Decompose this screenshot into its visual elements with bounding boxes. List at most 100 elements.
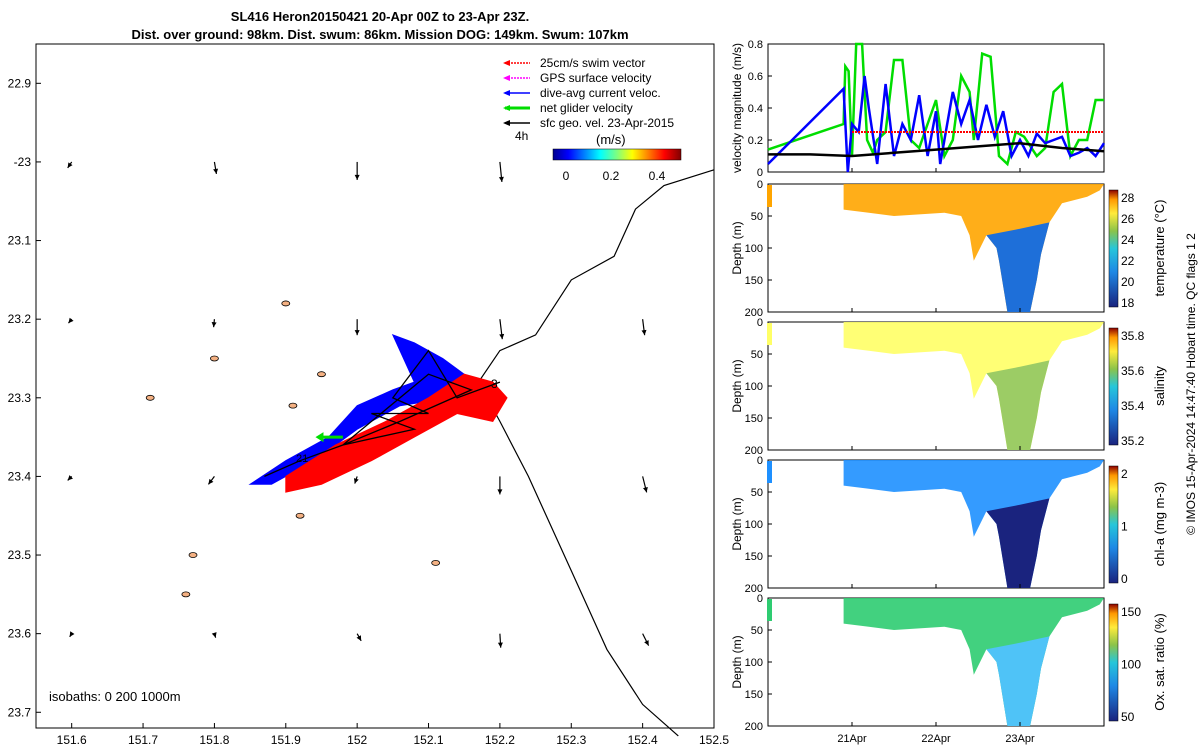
section-colorbar bbox=[1108, 465, 1119, 584]
velocity-y-tick-label: 0.8 bbox=[748, 39, 763, 51]
map-content bbox=[67, 161, 715, 737]
section-start-marker bbox=[767, 599, 772, 621]
section-y-tick-label: 0 bbox=[757, 179, 763, 191]
section-y-tick-label: 200 bbox=[745, 721, 763, 733]
geostrophic-arrowhead bbox=[68, 317, 74, 324]
section-colorbar bbox=[1108, 189, 1119, 308]
velocity-panel: 0 0.2 0.4 0.6 0.8 velocity magnitude (m/s) bbox=[730, 39, 1106, 179]
map-x-tick-label: 152.1 bbox=[414, 733, 444, 747]
track-label-3: 3 bbox=[491, 377, 498, 391]
section-y-tick-label: 100 bbox=[745, 657, 763, 669]
net-velocity-arrowhead bbox=[315, 432, 324, 443]
section-y-tick-label: 150 bbox=[745, 275, 763, 287]
map-y-tick-label: 23.1 bbox=[8, 234, 32, 248]
map-y-tick-label: 23.6 bbox=[8, 627, 32, 641]
section-colorbar-tick: 35.2 bbox=[1121, 434, 1145, 448]
reef-islet bbox=[431, 559, 441, 566]
map-x-tick-label: 151.9 bbox=[271, 733, 301, 747]
section-panel-chlorophyll: 0 50 100 150 200 Depth (m) 2 1 0 chl-a (mg m-3) bbox=[730, 455, 1167, 595]
section-colorbar-tick: 35.4 bbox=[1121, 399, 1145, 413]
geostrophic-arrowhead bbox=[644, 640, 649, 646]
section-panel-salinity: 0 50 100 150 200 Depth (m) 35.8 35.6 35.4 35.2 sal… bbox=[730, 317, 1167, 457]
legend-arrowhead-dive_avg bbox=[503, 90, 510, 96]
map-colorbar-tick: 0 bbox=[563, 169, 570, 183]
section-start-marker bbox=[767, 461, 772, 483]
section-colorbar-tick: 0 bbox=[1121, 572, 1128, 586]
section-y-tick-label: 200 bbox=[745, 307, 763, 319]
isobath-1000m-line bbox=[477, 169, 715, 737]
legend-arrowhead-gps bbox=[503, 75, 510, 81]
map-colorbar-tick: 0.2 bbox=[603, 169, 620, 183]
legend-label-gps: GPS surface velocity bbox=[540, 71, 651, 85]
section-y-tick-label: 200 bbox=[745, 445, 763, 457]
reef-islet bbox=[317, 371, 326, 378]
map-y-tick-label: 23.5 bbox=[8, 548, 32, 562]
legend-label-net: net glider velocity bbox=[540, 101, 633, 115]
section-colorbar-tick: 35.8 bbox=[1121, 329, 1145, 343]
map-y-tick-label: 23.3 bbox=[8, 391, 32, 405]
section-deep-water-field bbox=[986, 498, 1050, 588]
section-panel-temperature: 0 50 100 150 200 Depth (m) 28 26 24 22 20 18 tempera… bbox=[730, 179, 1167, 319]
reef-islet bbox=[295, 512, 305, 519]
reef-islet bbox=[210, 355, 219, 362]
geostrophic-arrowhead bbox=[498, 176, 504, 182]
isobaths-label: isobaths: 0 200 1000m bbox=[49, 689, 181, 704]
velocity-series-line bbox=[767, 75, 1106, 173]
velocity-y-tick-label: 0 bbox=[757, 167, 763, 179]
section-y-tick-label: 50 bbox=[751, 625, 763, 637]
legend-arrowhead-swim bbox=[503, 60, 510, 66]
section-y-tick-label: 150 bbox=[745, 551, 763, 563]
map-colorbar-tick: 0.4 bbox=[649, 169, 666, 183]
velocity-y-tick-label: 0.2 bbox=[748, 135, 763, 147]
geostrophic-arrowhead bbox=[67, 475, 73, 481]
section-y-tick-label: 50 bbox=[751, 487, 763, 499]
section-y-tick-label: 200 bbox=[745, 583, 763, 595]
geostrophic-arrowhead bbox=[354, 330, 360, 336]
geostrophic-arrowhead bbox=[356, 635, 362, 641]
map-x-tick-label: 152.4 bbox=[628, 733, 658, 747]
geostrophic-arrowhead bbox=[497, 642, 503, 648]
map-x-tick-label: 151.8 bbox=[199, 733, 229, 747]
section-colorbar-tick: 28 bbox=[1121, 191, 1135, 205]
section-ylabel: Depth (m) bbox=[730, 497, 744, 550]
section-y-tick-label: 150 bbox=[745, 689, 763, 701]
section-x-tick-label: 21Apr bbox=[837, 733, 867, 745]
map-x-tick-label: 152.3 bbox=[556, 733, 586, 747]
reef-islet bbox=[181, 591, 191, 598]
section-data-field bbox=[843, 184, 1104, 312]
section-deep-water-field bbox=[986, 222, 1050, 312]
section-deep-water-field bbox=[986, 360, 1050, 450]
legend-label-geo: sfc geo. vel. 23-Apr-2015 bbox=[540, 116, 674, 130]
reef-islet bbox=[145, 394, 155, 401]
map-x-tick-label: 152.5 bbox=[699, 733, 729, 747]
glider-track-line bbox=[264, 349, 501, 477]
geostrophic-arrowhead bbox=[642, 486, 648, 493]
section-y-tick-label: 0 bbox=[757, 593, 763, 605]
geostrophic-arrowhead bbox=[211, 321, 217, 328]
velocity-series-line bbox=[767, 42, 1104, 167]
reef-islet bbox=[281, 300, 291, 307]
section-deep-water-field bbox=[986, 636, 1050, 726]
section-colorbar-tick: 50 bbox=[1121, 710, 1135, 724]
section-data-field bbox=[843, 598, 1104, 726]
geostrophic-arrowhead bbox=[497, 489, 503, 495]
geostrophic-arrowhead bbox=[353, 478, 359, 484]
section-y-tick-label: 100 bbox=[745, 519, 763, 531]
reef-islet bbox=[288, 402, 298, 409]
map-y-tick-label: -23 bbox=[14, 155, 32, 169]
section-y-tick-label: 50 bbox=[751, 211, 763, 223]
section-ylabel: Depth (m) bbox=[730, 359, 744, 412]
map-panel: 151.6 151.7 151.8 151.9 152 152.1 152.2 152.3 15… bbox=[8, 43, 729, 747]
section-ylabel: Depth (m) bbox=[730, 221, 744, 274]
geostrophic-arrowhead bbox=[211, 632, 217, 638]
velocity-ylabel: velocity magnitude (m/s) bbox=[730, 43, 744, 173]
geostrophic-arrowhead bbox=[641, 329, 647, 336]
section-x-tick-label: 22Apr bbox=[921, 733, 951, 745]
section-colorbar-tick: 22 bbox=[1121, 254, 1135, 268]
section-start-marker bbox=[767, 323, 772, 345]
map-y-tick-label: 22.9 bbox=[8, 76, 32, 90]
section-colorbar-tick: 20 bbox=[1121, 275, 1135, 289]
